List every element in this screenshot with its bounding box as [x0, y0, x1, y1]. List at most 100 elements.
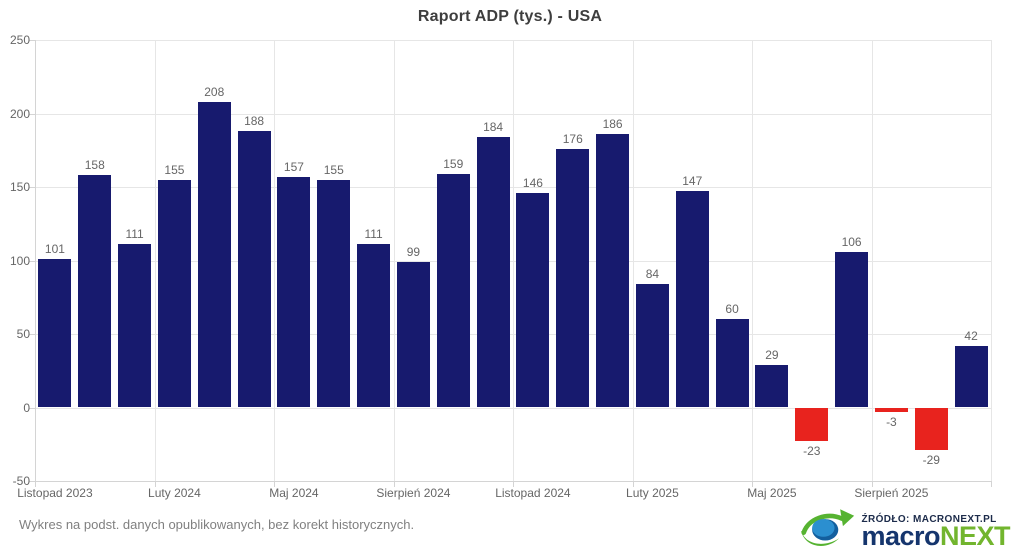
x-tick-label: Listopad 2023 [17, 486, 93, 500]
x-axis-tick [632, 481, 634, 487]
bar-value-label: -29 [922, 453, 940, 468]
x-tick-label: Maj 2025 [747, 486, 797, 500]
bar-value-label: 155 [164, 162, 185, 177]
bar[interactable] [675, 191, 709, 408]
bar-value-label: 147 [682, 174, 703, 189]
gridline-v [513, 40, 514, 481]
bar[interactable] [556, 148, 590, 408]
x-axis-tick [752, 481, 753, 487]
bar-value-label: -23 [803, 444, 821, 459]
y-tick-label: 100 [9, 253, 30, 268]
y-tick-label: 250 [9, 33, 30, 47]
x-tick-label: Luty 2025 [626, 486, 679, 500]
source-line: ŹRÓDŁO: MACRONEXT.PL [861, 514, 997, 525]
bar[interactable] [396, 261, 430, 408]
macronext-logo: ŹRÓDŁO: MACRONEXT.PL macroNEXT [800, 507, 1011, 550]
bar-value-label: 159 [443, 156, 464, 171]
bar-value-label: 176 [562, 131, 583, 146]
x-axis-tick [991, 481, 992, 487]
y-tick-label: 0 [23, 400, 30, 415]
x-axis-tick [154, 481, 156, 487]
brand-next: NEXT [939, 521, 1011, 550]
x-tick-label: Listopad 2024 [495, 486, 571, 500]
bar-value-label: 106 [841, 234, 862, 249]
bar[interactable] [157, 179, 191, 408]
gridline-v [274, 40, 275, 481]
brand-macro: macro [861, 521, 940, 550]
bar[interactable] [78, 175, 112, 408]
bar-value-label: 186 [602, 117, 623, 132]
bar[interactable] [357, 244, 391, 408]
bar[interactable] [436, 173, 470, 408]
x-axis-tick [393, 481, 395, 487]
y-axis-tick [29, 481, 35, 482]
gridline-v [154, 40, 156, 481]
y-axis-tick [29, 187, 35, 188]
y-tick-label: 200 [9, 106, 30, 121]
y-axis-tick [29, 334, 35, 335]
gridline-v [752, 40, 753, 481]
bar-value-label: 208 [204, 84, 225, 99]
y-tick-label: 50 [16, 327, 30, 341]
bar[interactable] [755, 364, 789, 408]
bar-value-label: 111 [364, 227, 383, 242]
bar[interactable] [197, 101, 231, 408]
macronext-swirl-icon [801, 509, 855, 546]
bar[interactable] [795, 407, 829, 442]
y-axis-tick [29, 407, 35, 409]
bar[interactable] [118, 244, 152, 408]
y-axis-tick [29, 113, 35, 115]
x-axis-tick [274, 481, 275, 487]
bar[interactable] [874, 407, 908, 412]
bar-value-label: 157 [283, 159, 304, 174]
bar[interactable] [476, 137, 510, 408]
x-axis-tick [513, 481, 514, 487]
gridline-v [393, 40, 395, 481]
x-tick-label: Maj 2024 [269, 486, 319, 500]
bar-value-label: 101 [44, 242, 65, 257]
bar[interactable] [277, 176, 311, 408]
bar-value-label: 111 [125, 227, 144, 242]
bar[interactable] [317, 179, 351, 408]
bar[interactable] [38, 259, 72, 408]
x-axis-tick [35, 481, 36, 487]
bar-value-label: 184 [483, 120, 504, 135]
bar-value-label: 60 [725, 302, 739, 317]
bar[interactable] [715, 319, 749, 408]
bar[interactable] [237, 131, 271, 408]
gridline-v [632, 40, 634, 481]
x-tick-label: Sierpień 2024 [376, 486, 451, 500]
bar-value-label: 158 [84, 158, 105, 173]
bar[interactable] [914, 407, 948, 451]
bar-value-label: -3 [886, 414, 897, 429]
bar[interactable] [954, 345, 988, 408]
bar[interactable] [516, 192, 550, 408]
y-axis-tick [29, 260, 35, 262]
x-axis-tick [871, 481, 873, 487]
y-tick-label: 150 [9, 180, 30, 194]
bar-value-label: 146 [522, 175, 543, 190]
y-axis-tick [29, 40, 35, 41]
y-axis-line [35, 40, 36, 481]
x-tick-label: Luty 2024 [148, 486, 201, 500]
bar-value-label: 155 [323, 162, 344, 177]
bar-value-label: 29 [765, 347, 779, 362]
bar-value-label: 42 [964, 328, 978, 343]
brand-wordmark: macroNEXT [861, 523, 1010, 550]
bar[interactable] [835, 251, 869, 408]
x-tick-label: Sierpień 2025 [854, 486, 929, 500]
bar-value-label: 188 [244, 114, 265, 129]
gridline-v [991, 40, 992, 481]
brand-text: ŹRÓDŁO: MACRONEXT.PL macroNEXT [861, 514, 1010, 550]
y-tick-label: -50 [12, 474, 30, 488]
bar[interactable] [635, 284, 669, 408]
bar-value-label: 99 [406, 244, 421, 259]
bar[interactable] [596, 134, 630, 408]
chart-footnote: Wykres na podst. danych opublikowanych, … [19, 517, 415, 532]
bar-value-label: 84 [645, 267, 660, 282]
x-axis-line [35, 481, 991, 482]
gridline-v [871, 40, 873, 481]
chart-title: Raport ADP (tys.) - USA [417, 8, 603, 25]
